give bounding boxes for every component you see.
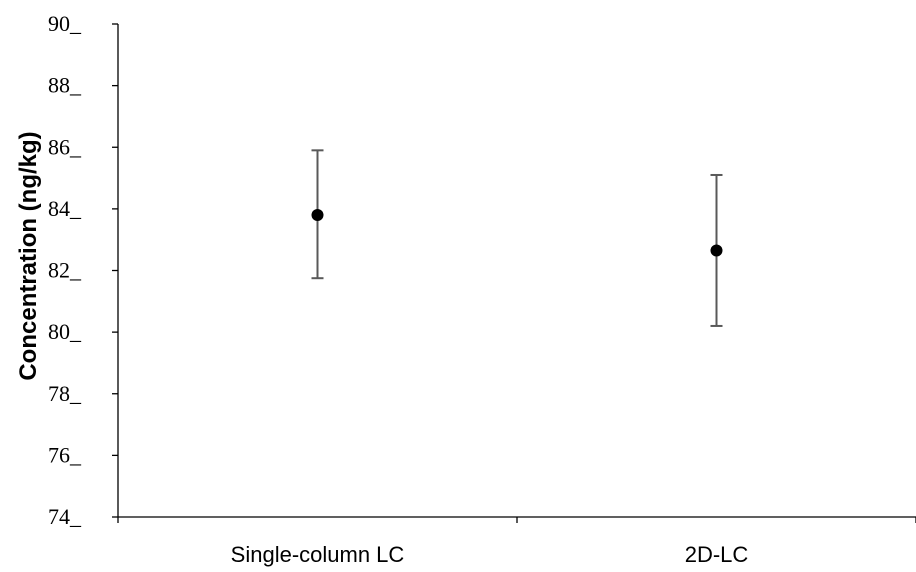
data-point: [311, 209, 324, 222]
y-axis-ticks: 74_ 76_ 78_ 80_ 82_ 84_ 86_ 88_ 90_: [48, 11, 118, 529]
y-tick-label: 90_: [48, 11, 82, 36]
x-tick-label: Single-column LC: [231, 542, 405, 567]
x-axis-ticks: Single-column LC 2D-LC: [117, 517, 916, 567]
y-tick-label: 74_: [48, 504, 82, 529]
data-point: [710, 244, 723, 257]
y-tick-label: 82_: [48, 258, 82, 283]
y-tick-label: 76_: [48, 442, 82, 467]
data-point-group: [311, 149, 324, 280]
y-tick-label: 80_: [48, 319, 82, 344]
y-tick-label: 78_: [48, 381, 82, 406]
x-tick-label: 2D-LC: [685, 542, 749, 567]
data-point-group: [710, 173, 723, 327]
y-tick-label: 88_: [48, 73, 82, 98]
y-axis-label: Concentration (ng/kg): [15, 131, 42, 380]
y-tick-label: 86_: [48, 134, 82, 159]
y-tick-label: 84_: [48, 196, 82, 221]
data-points: [311, 149, 723, 327]
